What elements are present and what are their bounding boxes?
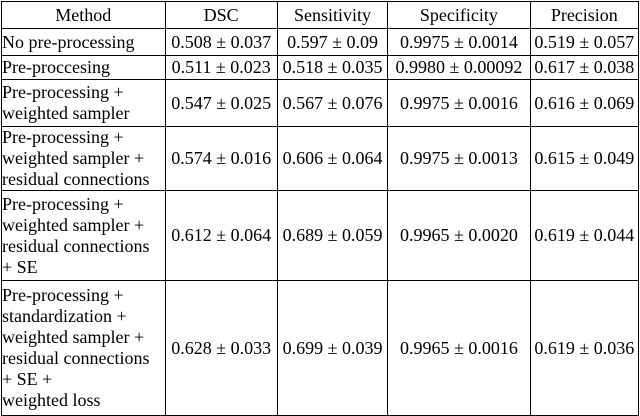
cell-sensitivity: 0.518 ± 0.035 (276, 55, 389, 80)
table-row: Pre-proccesing 0.511 ± 0.023 0.518 ± 0.0… (1, 55, 640, 80)
cell-method: No pre-processing (1, 28, 166, 56)
cell-precision: 0.619 ± 0.036 (529, 280, 640, 416)
cell-precision: 0.619 ± 0.044 (529, 190, 640, 281)
cell-specificity: 0.9965 ± 0.0016 (387, 280, 531, 416)
cell-sensitivity: 0.699 ± 0.039 (276, 280, 389, 416)
cell-sensitivity: 0.689 ± 0.059 (276, 190, 389, 281)
cell-specificity: 0.9975 ± 0.0016 (387, 79, 531, 127)
table-row: Pre-processing + standardization + weigh… (1, 280, 640, 416)
cell-dsc: 0.574 ± 0.016 (164, 126, 278, 191)
table-row: No pre-processing 0.508 ± 0.037 0.597 ± … (1, 28, 640, 56)
table-row: Pre-processing + weighted sampler + resi… (1, 126, 640, 191)
cell-sensitivity: 0.606 ± 0.064 (276, 126, 389, 191)
cell-specificity: 0.9975 ± 0.0013 (387, 126, 531, 191)
cell-dsc: 0.508 ± 0.037 (164, 28, 278, 56)
cell-precision: 0.615 ± 0.049 (529, 126, 640, 191)
cell-dsc: 0.547 ± 0.025 (164, 79, 278, 127)
cell-dsc: 0.628 ± 0.033 (164, 280, 278, 416)
cell-method: Pre-processing + weighted sampler (1, 79, 166, 127)
table-row: Pre-processing + weighted sampler 0.547 … (1, 79, 640, 127)
cell-sensitivity: 0.567 ± 0.076 (276, 79, 389, 127)
column-header-specificity: Specificity (387, 1, 531, 29)
table-header-row: Method DSC Sensitivity Specificity Preci… (1, 1, 640, 29)
cell-sensitivity: 0.597 ± 0.09 (276, 28, 389, 56)
cell-dsc: 0.511 ± 0.023 (164, 55, 278, 80)
cell-method: Pre-processing + weighted sampler + resi… (1, 190, 166, 281)
cell-specificity: 0.9975 ± 0.0014 (387, 28, 531, 56)
cell-precision: 0.617 ± 0.038 (529, 55, 640, 80)
cell-precision: 0.616 ± 0.069 (529, 79, 640, 127)
cell-method: Pre-processing + standardization + weigh… (1, 280, 166, 416)
cell-specificity: 0.9965 ± 0.0020 (387, 190, 531, 281)
cell-dsc: 0.612 ± 0.064 (164, 190, 278, 281)
column-header-method: Method (1, 1, 166, 29)
cell-specificity: 0.9980 ± 0.00092 (387, 55, 531, 80)
column-header-sensitivity: Sensitivity (276, 1, 389, 29)
column-header-dsc: DSC (164, 1, 278, 29)
cell-precision: 0.519 ± 0.057 (529, 28, 640, 56)
column-header-precision: Precision (529, 1, 640, 29)
cell-method: Pre-processing + weighted sampler + resi… (1, 126, 166, 191)
cell-method: Pre-proccesing (1, 55, 166, 80)
table-row: Pre-processing + weighted sampler + resi… (1, 190, 640, 281)
